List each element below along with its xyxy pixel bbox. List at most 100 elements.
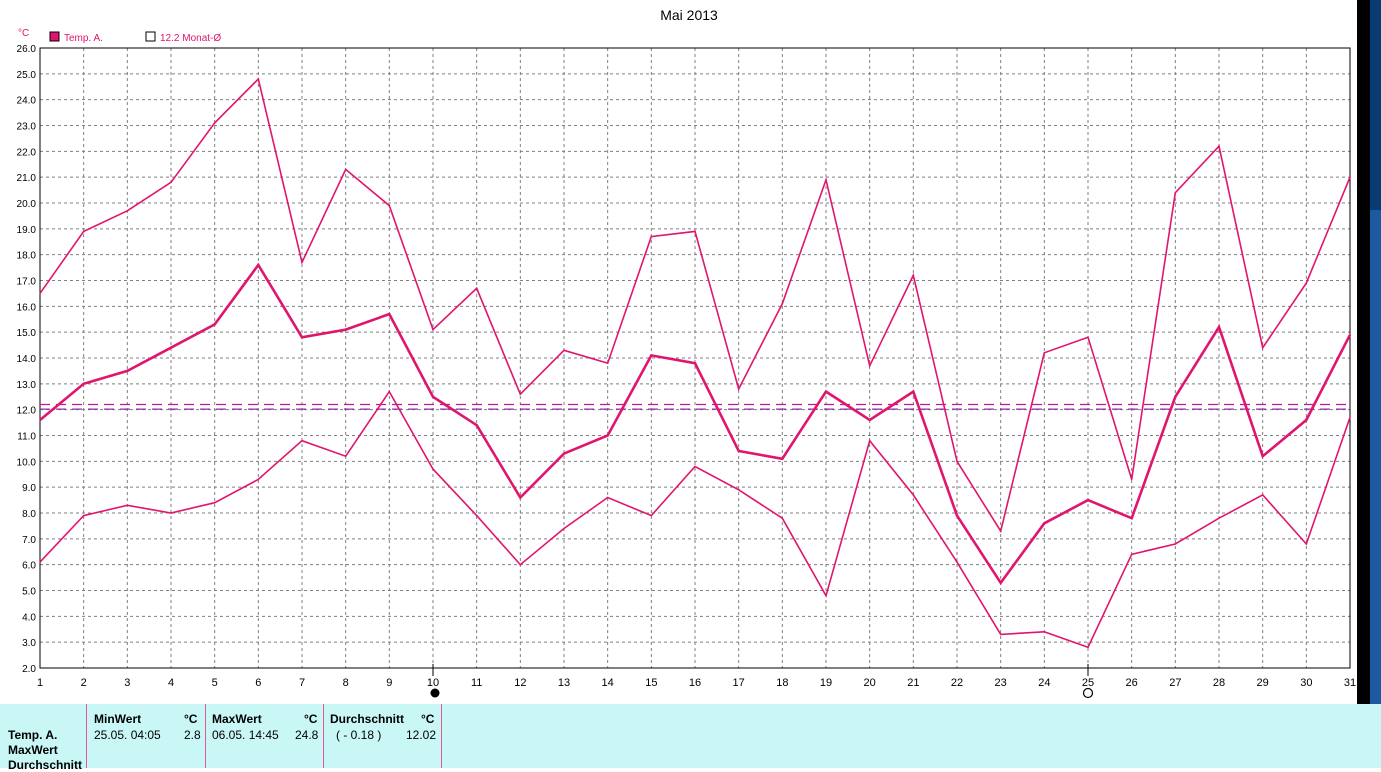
data-point — [868, 419, 871, 421]
x-tick-label: 14 — [602, 677, 614, 689]
y-tick-label: 3.0 — [22, 638, 36, 649]
data-point — [1130, 478, 1133, 481]
x-tick-label: 30 — [1300, 677, 1312, 689]
data-point — [82, 383, 85, 385]
x-tick-label: 28 — [1213, 677, 1225, 689]
y-tick-label: 14.0 — [17, 354, 37, 365]
data-point — [1349, 416, 1351, 419]
data-point — [737, 450, 740, 452]
data-point — [1261, 346, 1264, 349]
y-tick-label: 4.0 — [22, 612, 36, 623]
max-header: MaxWert — [212, 712, 262, 726]
data-point — [475, 287, 478, 290]
row-label-average: Durchschnitt — [8, 758, 83, 772]
max-time: 06.05. 14:45 — [212, 728, 279, 742]
x-tick-label: 27 — [1169, 677, 1181, 689]
y-tick-label: 15.0 — [17, 328, 37, 339]
data-point — [519, 393, 522, 395]
x-tick-label: 20 — [864, 677, 876, 689]
data-point — [606, 434, 609, 437]
data-point — [1261, 455, 1264, 457]
y-tick-label: 6.0 — [22, 561, 36, 572]
y-tick-label: 13.0 — [17, 380, 37, 391]
x-tick-label: 8 — [343, 677, 349, 689]
data-point — [213, 323, 216, 326]
y-tick-label: 9.0 — [22, 483, 36, 494]
data-point — [999, 633, 1002, 636]
data-point — [737, 388, 740, 390]
data-point — [519, 563, 522, 566]
data-point — [1261, 494, 1264, 496]
data-point — [912, 494, 915, 496]
column-divider — [323, 704, 324, 768]
x-tick-label: 13 — [558, 677, 570, 689]
marker-filled-circle — [430, 688, 440, 698]
data-point — [82, 514, 85, 517]
y-tick-label: 22.0 — [17, 147, 37, 158]
plot-frame — [39, 47, 1351, 669]
data-point — [344, 168, 347, 171]
data-point — [781, 302, 784, 305]
legend: Temp. A. 12.2 Monat-Ø — [49, 31, 221, 44]
row-label-max: MaxWert — [8, 743, 58, 757]
data-point — [39, 292, 41, 295]
min-time: 25.05. 04:05 — [94, 728, 161, 742]
data-point — [1218, 326, 1220, 328]
data-point — [1218, 517, 1220, 519]
data-point — [126, 370, 129, 372]
y-tick-label: 2.0 — [22, 664, 36, 675]
data-point — [825, 178, 827, 181]
data-point — [1130, 517, 1133, 519]
avg-header: Durchschnitt — [330, 712, 405, 726]
x-tick-label: 25 — [1082, 677, 1094, 689]
data-point — [1043, 631, 1046, 633]
data-point — [432, 328, 434, 331]
data-point — [956, 561, 958, 563]
avg-value: 12.02 — [406, 728, 437, 742]
data-point — [912, 390, 915, 393]
data-point — [781, 457, 784, 460]
x-tick-label: 5 — [212, 677, 218, 689]
min-value: 2.8 — [184, 728, 201, 742]
max-unit: °C — [304, 712, 318, 726]
y-tick-label: 26.0 — [17, 44, 37, 55]
data-point — [868, 364, 871, 367]
row-label-series: Temp. A. — [8, 728, 58, 742]
avg-unit: °C — [421, 712, 435, 726]
x-tick-label: 21 — [907, 677, 919, 689]
data-point — [301, 261, 303, 264]
data-point — [650, 354, 653, 357]
data-point — [868, 439, 871, 442]
avg-deviation: ( - 0.18 ) — [336, 728, 382, 742]
data-point — [912, 274, 915, 277]
data-point — [563, 452, 565, 455]
x-tick-label: 17 — [733, 677, 745, 689]
y-tick-label: 20.0 — [17, 199, 37, 210]
y-tick-label: 17.0 — [17, 277, 37, 288]
data-point — [650, 514, 653, 517]
marker-open-circle — [1082, 687, 1094, 699]
data-point — [213, 122, 216, 124]
column-divider — [441, 704, 442, 768]
x-tick-label: 7 — [299, 677, 305, 689]
data-point — [606, 496, 609, 499]
data-point — [1349, 176, 1351, 178]
data-point — [606, 362, 609, 364]
y-tick-label: 11.0 — [17, 432, 36, 443]
data-point — [213, 501, 216, 504]
stats-panel: Temp. A. MaxWert Durchschnitt MinWert °C… — [0, 704, 1381, 772]
data-point — [344, 455, 347, 457]
x-tick-label: 29 — [1257, 677, 1269, 689]
y-tick-label: 7.0 — [22, 535, 36, 546]
legend-label-average: 12.2 Monat-Ø — [160, 33, 221, 44]
y-tick-label: 12.0 — [17, 406, 37, 417]
data-point — [301, 439, 303, 442]
data-point — [388, 390, 391, 393]
x-tick-label: 23 — [995, 677, 1007, 689]
data-point — [825, 390, 827, 393]
x-tick-label: 26 — [1126, 677, 1138, 689]
reference-lines — [40, 403, 1350, 410]
axes: 2.0 3.0 4.0 5.0 6.0 7.0 8.0 9.0 10.0 11.0 12.0 13.0… — [17, 44, 1357, 689]
data-point — [694, 465, 696, 468]
y-tick-label: 19.0 — [17, 225, 37, 236]
